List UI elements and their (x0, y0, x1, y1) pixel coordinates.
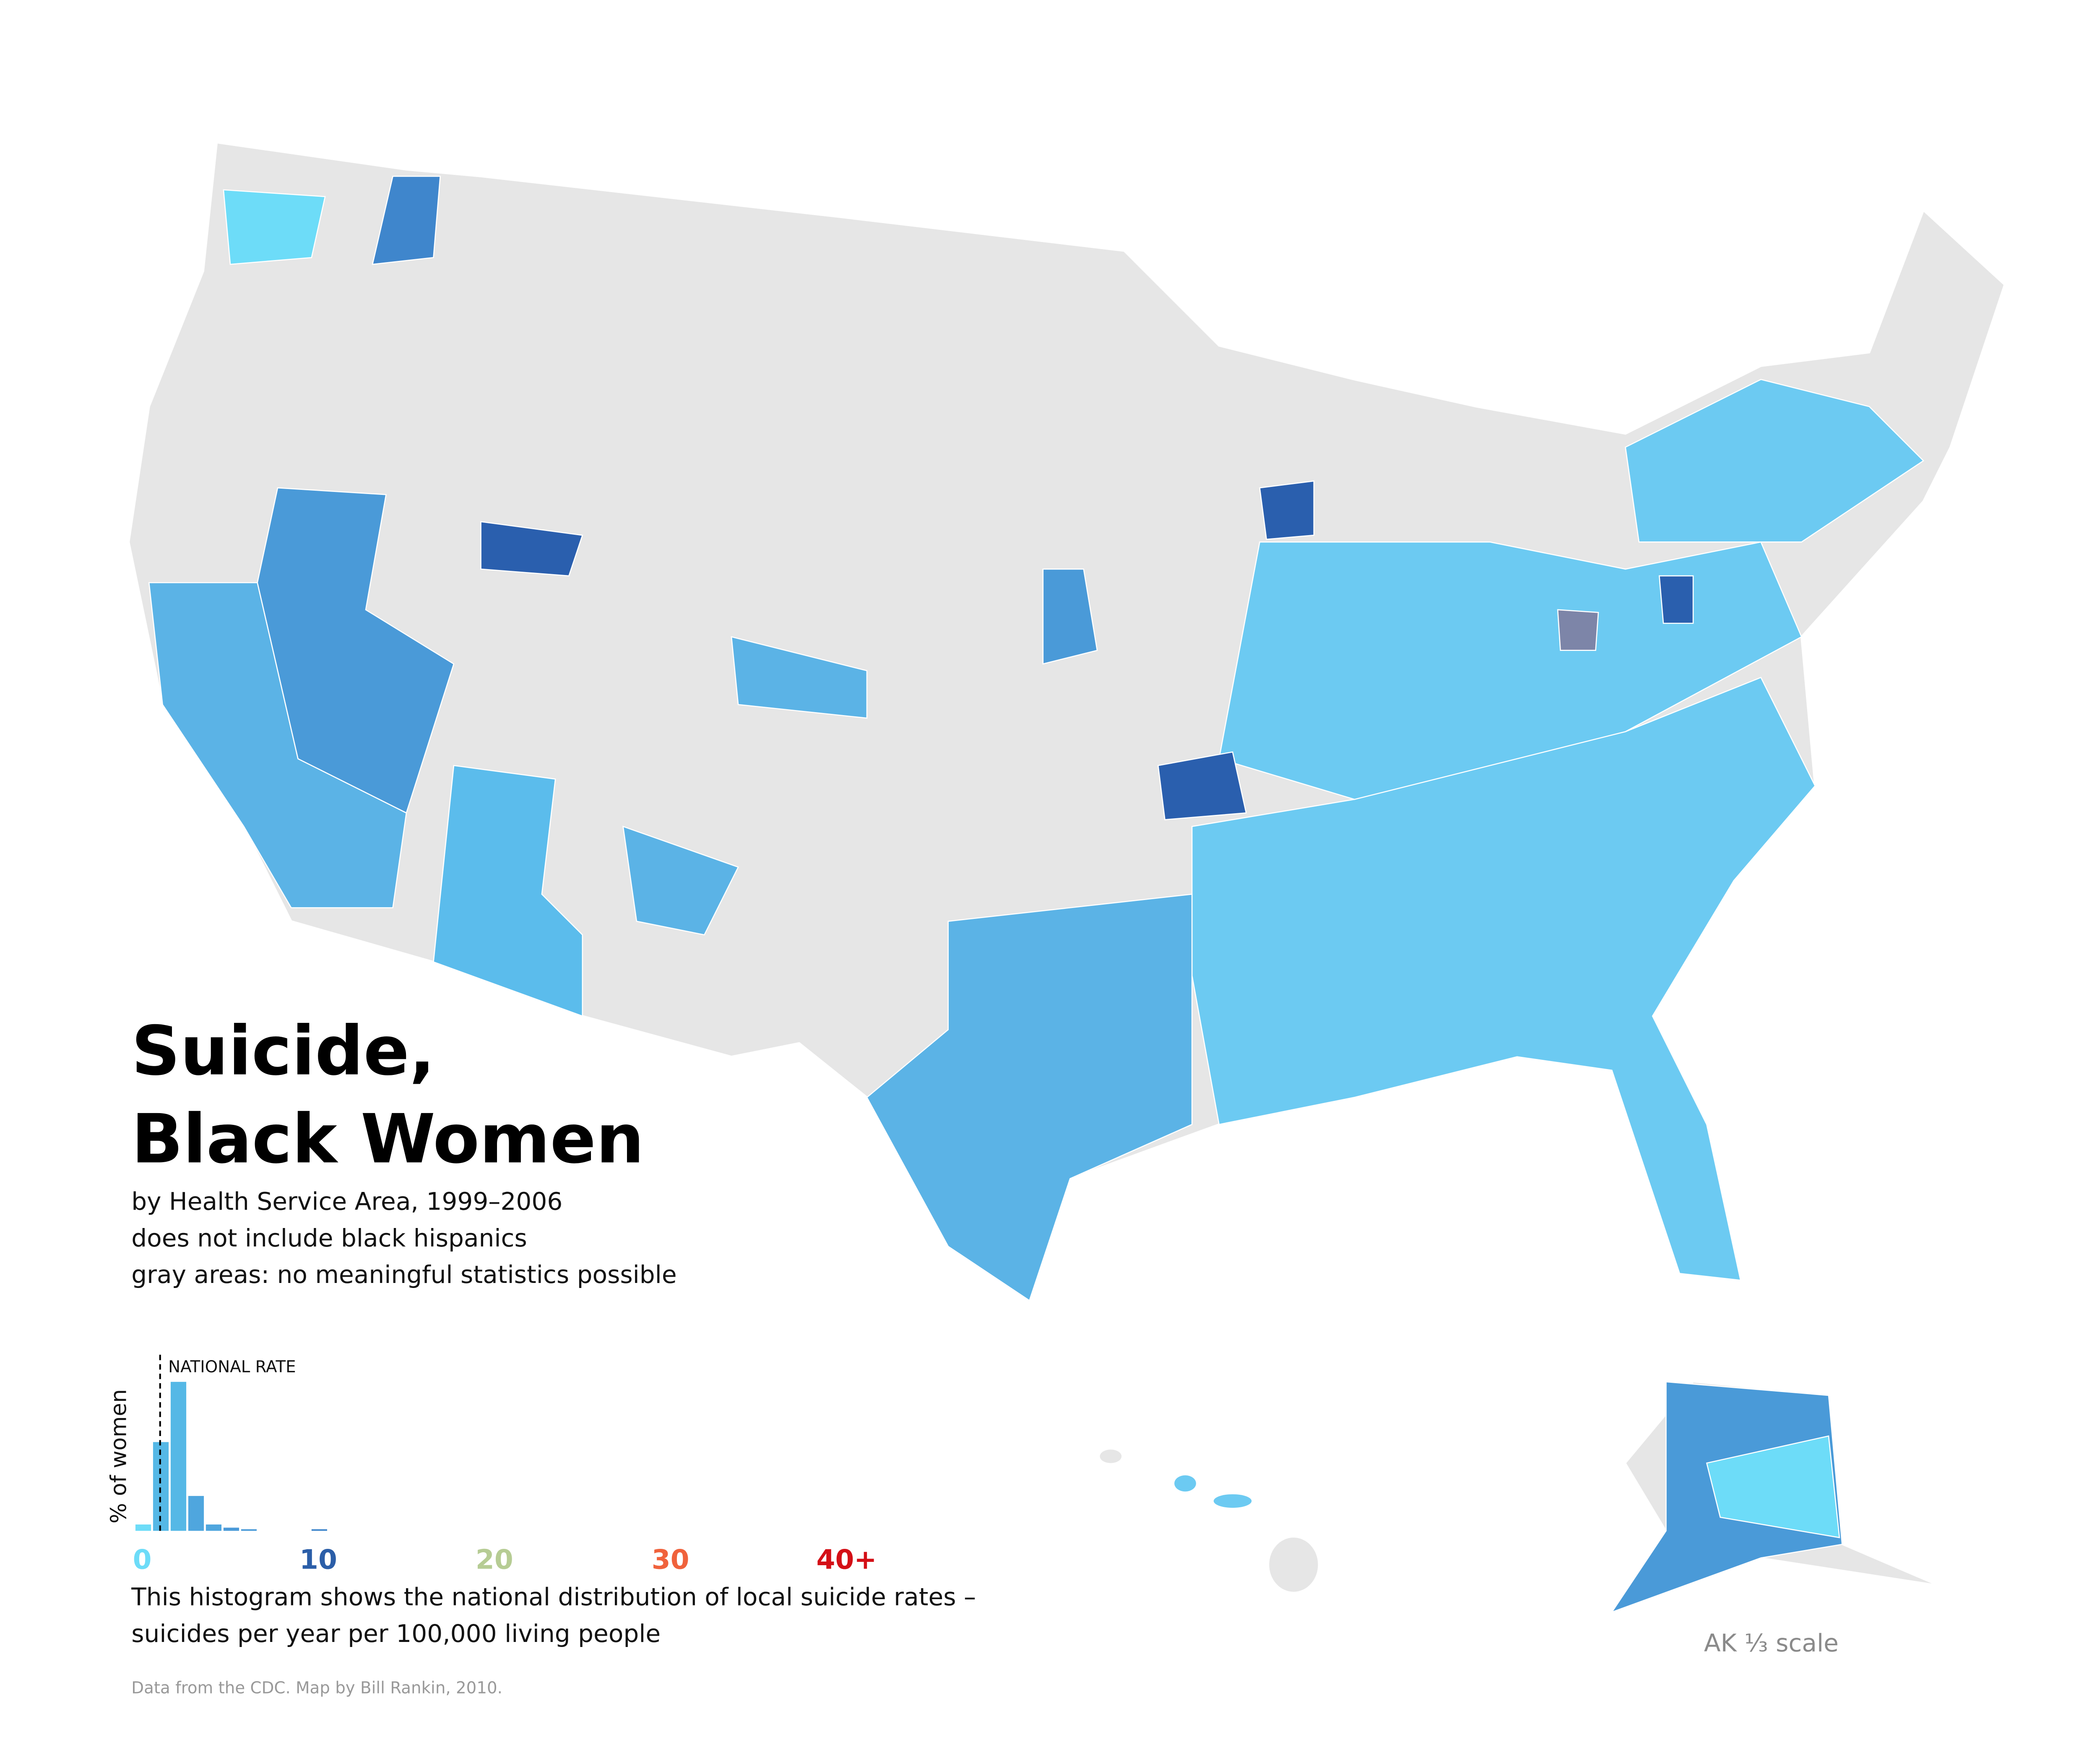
subtitle-line: by Health Service Area, 1999–2006 (131, 1187, 562, 1216)
x-tick-label: 30 (652, 1544, 689, 1575)
inset-label: AK ⅓ scale (1704, 1629, 1839, 1657)
island (1269, 1538, 1318, 1592)
bar (311, 1529, 327, 1531)
region (223, 189, 326, 265)
region (433, 765, 583, 1017)
y-axis-label: % of women (106, 1389, 131, 1523)
region (257, 487, 455, 814)
source: Data from the CDC. Map by Bill Rankin, 2… (131, 1679, 502, 1698)
region (1042, 568, 1098, 665)
region (1625, 379, 1925, 543)
hsa-regions (148, 176, 1925, 1613)
region (1557, 609, 1599, 651)
bar (206, 1524, 222, 1531)
subtitle-line: does not include black hispanics (131, 1224, 527, 1252)
annotation: NATIONAL RATE (168, 1358, 296, 1376)
title-line: Suicide, (131, 1012, 435, 1091)
bar (170, 1382, 187, 1531)
caption-line: This histogram shows the national distri… (131, 1583, 976, 1611)
x-tick-label: 40+ (817, 1544, 877, 1575)
island (1174, 1475, 1196, 1492)
region (1658, 575, 1694, 624)
x-tick-label: 10 (299, 1544, 337, 1575)
island (1213, 1494, 1252, 1508)
title-line: Black Women (131, 1100, 644, 1179)
region (622, 825, 739, 936)
region (866, 893, 1193, 1301)
x-tick-label: 0 (133, 1544, 152, 1575)
region (1259, 480, 1315, 540)
region (1218, 541, 1803, 800)
histogram: % of women This histogram shows the nati… (106, 1355, 976, 1698)
bar (223, 1527, 239, 1531)
bar (188, 1496, 204, 1531)
region (480, 521, 583, 577)
region (1706, 1435, 1840, 1538)
map-base (127, 141, 2006, 1613)
region (731, 636, 868, 719)
title-block: Suicide, Black Women by Health Service A… (131, 1012, 676, 1289)
region (1157, 751, 1247, 820)
subtitle-line: gray areas: no meaningful statistics pos… (131, 1260, 676, 1289)
x-tick-label: 20 (476, 1544, 513, 1575)
bar (241, 1529, 257, 1531)
bar (135, 1524, 151, 1531)
region (372, 176, 441, 265)
caption-line: suicides per year per 100,000 living peo… (131, 1619, 661, 1648)
island (1100, 1449, 1122, 1463)
hawaii (1100, 1449, 1318, 1592)
